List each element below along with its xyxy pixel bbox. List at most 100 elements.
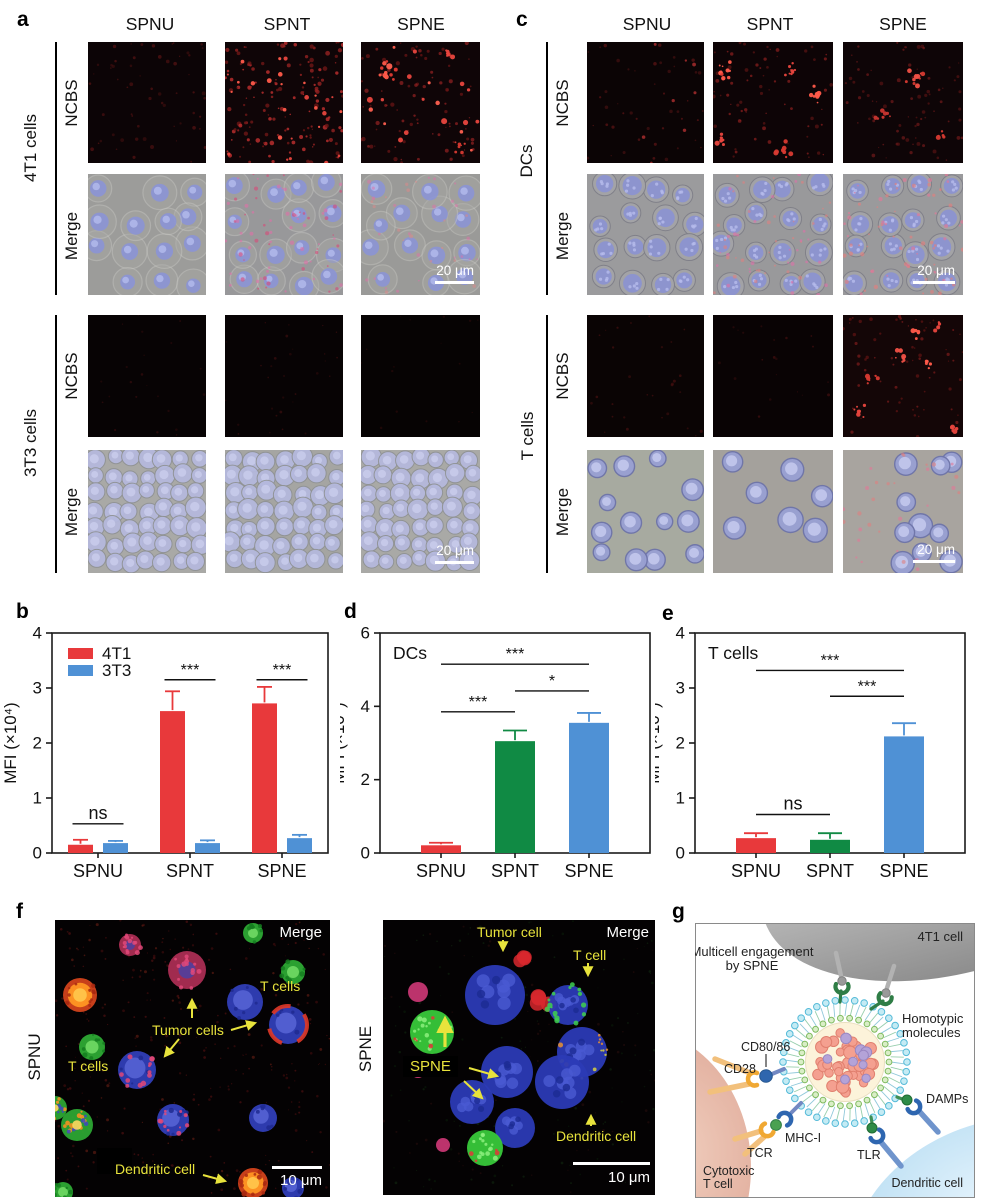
svg-text:3T3: 3T3 <box>102 661 131 680</box>
micro-3t3-ncbs-spnu <box>88 315 206 437</box>
col-header-spnu-c: SPNU <box>622 14 672 34</box>
mhc-stalk <box>789 1101 803 1115</box>
svg-text:ns: ns <box>783 794 802 814</box>
micro-dc-merge-spne: 20 μm <box>843 174 963 295</box>
micrograph-image <box>55 920 330 1197</box>
micrograph-image <box>361 315 480 437</box>
bar-chart: 0 1 2 3 4 MFI (×10⁴) SPNU SPNT SPNE ns *** *** 4T13T… <box>1 624 329 881</box>
tlr-stalk <box>878 1139 904 1169</box>
svg-text:SPNU: SPNU <box>416 861 466 881</box>
damps-ball <box>901 1094 913 1106</box>
micrograph-f-spne-merge: Merge Tumor cell T cell SPNE Dendritic c… <box>383 920 655 1195</box>
micrograph-image <box>713 450 833 573</box>
f-left-merge-tag: Merge <box>279 924 322 941</box>
svg-text:SPNT: SPNT <box>806 861 854 881</box>
f-right-dendritic: Dendritic cell <box>556 1128 637 1144</box>
svg-text:ns: ns <box>88 803 107 823</box>
micrograph-image <box>713 42 833 163</box>
g-label-4t1-cell: 4T1 cell <box>917 929 963 944</box>
micro-t-merge-spnt <box>713 450 833 573</box>
panel-g-diagram: Multicell engagement by SPNE 4T1 cell Ho… <box>695 923 975 1198</box>
micro-dc-merge-spnt <box>713 174 833 295</box>
scalebar-label: 20 μm <box>917 263 955 278</box>
homotypic-receptors <box>836 984 893 1011</box>
svg-text:3: 3 <box>676 679 685 698</box>
col-header-spnu: SPNU <box>125 14 175 34</box>
svg-text:MFI (×10⁴): MFI (×10⁴) <box>655 702 663 783</box>
micrograph-image <box>843 42 963 163</box>
f-left-tumor-cells: Tumor cells <box>152 1022 224 1038</box>
cd8086-stalk <box>770 1067 786 1076</box>
micro-3t3-merge-spnu <box>88 450 206 573</box>
chart-mfi-t-cells: 0 1 2 3 4 MFI (×10⁴) SPNU SPNT SPNE ns *** *** T cel… <box>644 600 1000 895</box>
micrograph-image <box>587 315 704 437</box>
homotypic-ball-left <box>837 976 847 986</box>
g-label-mhc: MHC-I <box>785 1131 821 1145</box>
micrograph-image <box>843 450 963 573</box>
svg-text:***: *** <box>821 652 840 669</box>
micro-dc-ncbs-spne <box>843 42 963 163</box>
svg-text:T cells: T cells <box>708 643 758 663</box>
group-label-3t3-cells: 3T3 cells <box>21 408 40 478</box>
g-label-damps: DAMPs <box>926 1092 968 1106</box>
micrograph-image <box>88 174 206 295</box>
group-line-dcs <box>546 42 548 295</box>
cytotoxic-t-cell-shape <box>696 1049 751 1197</box>
micrograph-image <box>361 450 480 573</box>
panel-letter-b: b <box>16 600 29 623</box>
chart-mfi-dcs: 0 2 4 6 MFI (×10⁴) SPNU SPNT SPNE *** * *** DCs <box>329 600 675 895</box>
micro-4t1-merge-spnt <box>225 174 343 295</box>
row-label-merge-2: Merge <box>62 487 81 537</box>
svg-text:4: 4 <box>676 624 685 643</box>
micro-4t1-ncbs-spne <box>361 42 480 163</box>
bar-chart: 0 1 2 3 4 MFI (×10⁴) SPNU SPNT SPNE ns *** *** T cel… <box>644 624 966 881</box>
svg-text:***: *** <box>273 662 292 679</box>
f-side-label-spnu: SPNU <box>25 1033 44 1081</box>
g-title-line2: by SPNE <box>726 958 779 973</box>
f-right-arrows <box>436 940 597 1126</box>
micrograph-image <box>713 174 833 295</box>
homotypic-ball-right <box>881 988 891 998</box>
row-label-merge-4: Merge <box>553 487 572 537</box>
svg-text:4: 4 <box>33 624 42 643</box>
micrograph-image <box>587 42 704 163</box>
micro-3t3-merge-spne: 20 μm <box>361 450 480 573</box>
micro-t-merge-spne: 20 μm <box>843 450 963 573</box>
micro-t-ncbs-spne <box>843 315 963 437</box>
svg-text:DCs: DCs <box>393 643 427 663</box>
svg-text:1: 1 <box>676 789 685 808</box>
svg-text:4T1: 4T1 <box>102 644 131 663</box>
cd8086-ball <box>759 1069 773 1083</box>
row-label-merge-3: Merge <box>553 211 572 261</box>
mhc-peptide-ball <box>770 1119 782 1131</box>
f-left-dendritic: Dendritic cell <box>115 1161 196 1177</box>
row-label-ncbs-4: NCBS <box>553 352 572 400</box>
svg-text:SPNE: SPNE <box>257 861 306 881</box>
micro-3t3-ncbs-spnt <box>225 315 343 437</box>
panel-letter-g: g <box>672 900 685 923</box>
row-label-ncbs-1: NCBS <box>62 79 81 127</box>
micrograph-image <box>843 315 963 437</box>
g-title-line1: Multicell engagement <box>695 944 814 959</box>
svg-text:***: *** <box>506 646 525 663</box>
group-label-4t1-cells: 4T1 cells <box>21 113 40 183</box>
panel-letter-a: a <box>17 8 29 31</box>
g-label-tlr: TLR <box>857 1148 881 1162</box>
svg-text:0: 0 <box>361 844 370 863</box>
homotypic-anchor-sticks <box>833 950 897 991</box>
micro-dc-ncbs-spnt <box>713 42 833 163</box>
f-right-scalebar-label: 10 μm <box>608 1169 650 1186</box>
svg-text:SPNT: SPNT <box>491 861 539 881</box>
scalebar <box>913 281 955 284</box>
micro-dc-merge-spnu <box>587 174 704 295</box>
svg-text:MFI (×10⁴): MFI (×10⁴) <box>1 702 20 783</box>
chart-mfi-4t1-3t3: 0 1 2 3 4 MFI (×10⁴) SPNU SPNT SPNE ns *** *** 4T1 3T… <box>0 600 345 895</box>
f-right-spne-tag: SPNE <box>403 1056 458 1077</box>
micrograph-image <box>383 920 655 1195</box>
svg-text:2: 2 <box>33 734 42 753</box>
svg-text:SPNE: SPNE <box>879 861 928 881</box>
tcr-receptor <box>732 1123 774 1157</box>
micrograph-image <box>88 450 206 573</box>
